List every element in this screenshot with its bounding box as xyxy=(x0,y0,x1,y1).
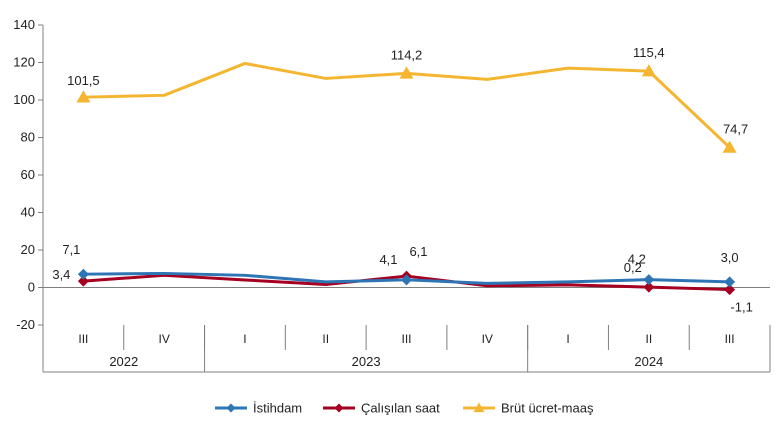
x-tick-label: II xyxy=(322,332,329,346)
data-labels: 7,1 4,1 4,2 3,0 3,4 6,1 0,2 -1,1 101,5 114,2 115,4… xyxy=(52,45,752,314)
x-tick-label: I xyxy=(243,332,246,346)
y-tick-label: 60 xyxy=(21,167,35,182)
y-tick-label: -20 xyxy=(16,317,35,332)
data-label: 114,2 xyxy=(391,47,423,62)
x-tick-label: III xyxy=(401,332,411,346)
year-label: 2024 xyxy=(634,354,663,369)
y-tick-label: 140 xyxy=(13,17,35,32)
y-tick-label: 40 xyxy=(21,205,35,220)
data-label: 4,2 xyxy=(628,252,646,267)
data-label: 4,1 xyxy=(379,252,397,267)
data-label: 3,0 xyxy=(721,250,739,265)
data-point xyxy=(401,274,412,286)
data-label: 3,4 xyxy=(52,267,70,282)
data-point xyxy=(724,284,736,296)
data-point xyxy=(643,274,655,286)
data-label: 7,1 xyxy=(62,242,80,257)
y-tick-label: 0 xyxy=(28,280,35,295)
x-tick-label: III xyxy=(725,332,735,346)
data-label: -1,1 xyxy=(730,300,752,315)
data-label: 0,2 xyxy=(624,260,642,275)
year-label: 2022 xyxy=(109,354,138,369)
data-point xyxy=(641,64,656,77)
y-tick-label: 80 xyxy=(21,130,35,145)
y-tick-label: 120 xyxy=(13,55,35,70)
data-point xyxy=(76,90,91,103)
data-point xyxy=(77,275,89,287)
legend-label: İstihdam xyxy=(253,401,302,416)
data-point xyxy=(77,268,89,280)
legend-label: Çalışılan saat xyxy=(361,401,440,416)
x-tick-label: III xyxy=(78,332,88,346)
y-tick-label: 20 xyxy=(21,242,35,257)
data-point xyxy=(643,281,655,293)
chart-legend: İstihdam Çalışılan saat Brüt ücret-maaş xyxy=(215,401,594,416)
data-point xyxy=(334,403,344,413)
data-point xyxy=(724,276,736,288)
chart-series xyxy=(76,61,737,296)
x-tick-label: I xyxy=(566,332,569,346)
x-tick-label: IV xyxy=(482,332,493,346)
year-label: 2023 xyxy=(352,354,381,369)
x-tick-label: IV xyxy=(158,332,169,346)
data-label: 115,4 xyxy=(633,45,665,60)
x-tick-label: II xyxy=(645,332,652,346)
y-axis-ticks: -20 0 20 40 60 80 100 120 140 xyxy=(13,17,43,332)
data-label: 6,1 xyxy=(409,244,427,259)
data-label: 101,5 xyxy=(67,73,100,88)
data-point xyxy=(722,140,737,153)
y-tick-label: 100 xyxy=(13,92,35,107)
data-label: 74,7 xyxy=(723,121,748,136)
data-point xyxy=(399,66,414,79)
data-point xyxy=(226,403,236,413)
data-point xyxy=(473,402,485,413)
legend-label: Brüt ücret-maaş xyxy=(501,401,594,416)
